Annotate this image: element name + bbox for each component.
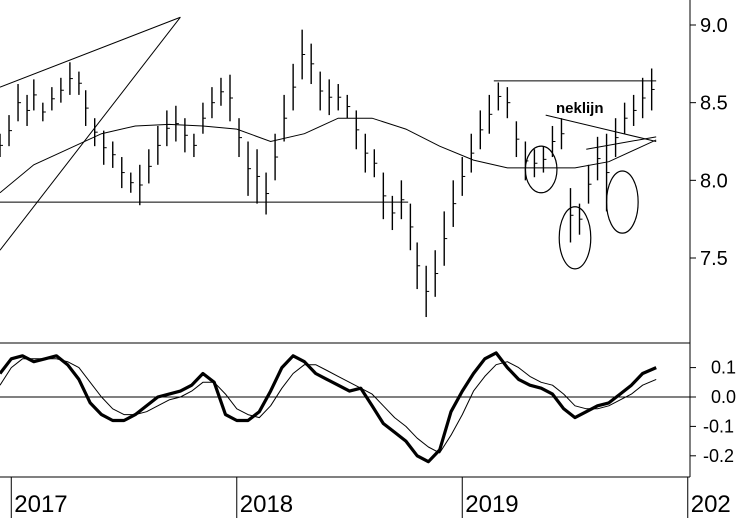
price-ohlc-bars [0, 29, 655, 318]
oscillator-y-tick-label: 0.1 [711, 358, 736, 378]
oscillator-y-tick-label: -0.1 [703, 416, 734, 436]
price-circles [524, 145, 639, 270]
neklijn-annotation: neklijn [556, 100, 604, 117]
oscillator-y-tick-label: 0.0 [711, 387, 736, 407]
price-moving-average [0, 117, 657, 194]
oscillator-y-tick-label: -0.2 [703, 446, 734, 466]
x-axis: 2017 2018 2019 202 [10, 477, 731, 518]
oscillator-line-thick [0, 351, 657, 464]
oscillator-y-axis: 0.1 0.0 -0.1 -0.2 [690, 358, 736, 466]
circle-1 [524, 145, 558, 194]
trendline-neklijn [545, 114, 657, 142]
oscillator-panel: 0.1 0.0 -0.1 -0.2 [0, 342, 736, 466]
trendline-trend-up [0, 16, 181, 251]
oscillator-line-thin [0, 358, 657, 454]
circle-2 [558, 206, 592, 270]
price-y-tick-label: 9.0 [700, 15, 728, 37]
price-panel: neklijn 9.0 8.5 8.0 7.5 [0, 15, 728, 318]
x-tick-label: 2017 [14, 491, 67, 518]
x-tick-label: 202 [691, 491, 731, 518]
trendline-upper-wedge [586, 136, 657, 150]
x-tick-label: 2018 [240, 491, 293, 518]
x-tick-label: 2019 [465, 491, 518, 518]
price-y-axis: 9.0 8.5 8.0 7.5 [690, 15, 728, 270]
circle-3 [605, 170, 639, 234]
price-y-tick-label: 8.0 [700, 170, 728, 192]
trendline-trend-upper [0, 16, 181, 88]
oscillator-series [0, 351, 657, 464]
moving-average-line [0, 117, 657, 194]
price-y-tick-label: 7.5 [700, 248, 728, 270]
price-y-tick-label: 8.5 [700, 93, 728, 115]
price-trendlines [0, 16, 657, 251]
